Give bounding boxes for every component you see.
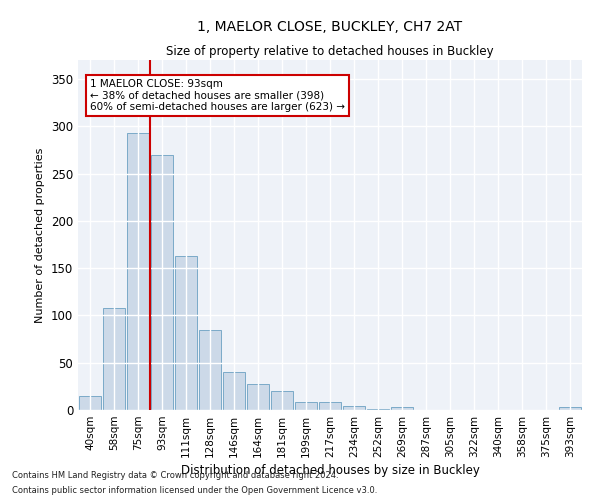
Bar	[295, 402, 317, 410]
Bar	[223, 372, 245, 410]
Text: Contains HM Land Registry data © Crown copyright and database right 2024.: Contains HM Land Registry data © Crown c…	[12, 471, 338, 480]
Bar	[127, 133, 149, 410]
Bar	[103, 308, 125, 410]
X-axis label: Distribution of detached houses by size in Buckley: Distribution of detached houses by size …	[181, 464, 479, 477]
Bar	[151, 154, 173, 410]
Text: 1, MAELOR CLOSE, BUCKLEY, CH7 2AT: 1, MAELOR CLOSE, BUCKLEY, CH7 2AT	[197, 20, 463, 34]
Bar	[79, 396, 101, 410]
Bar	[199, 330, 221, 410]
Text: Contains public sector information licensed under the Open Government Licence v3: Contains public sector information licen…	[12, 486, 377, 495]
Bar	[271, 391, 293, 410]
Text: Size of property relative to detached houses in Buckley: Size of property relative to detached ho…	[166, 45, 494, 58]
Bar	[319, 402, 341, 410]
Bar	[247, 384, 269, 410]
Bar	[367, 409, 389, 410]
Text: 1 MAELOR CLOSE: 93sqm
← 38% of detached houses are smaller (398)
60% of semi-det: 1 MAELOR CLOSE: 93sqm ← 38% of detached …	[90, 79, 345, 112]
Bar	[175, 256, 197, 410]
Bar	[559, 407, 581, 410]
Y-axis label: Number of detached properties: Number of detached properties	[35, 148, 46, 322]
Bar	[343, 406, 365, 410]
Bar	[391, 407, 413, 410]
